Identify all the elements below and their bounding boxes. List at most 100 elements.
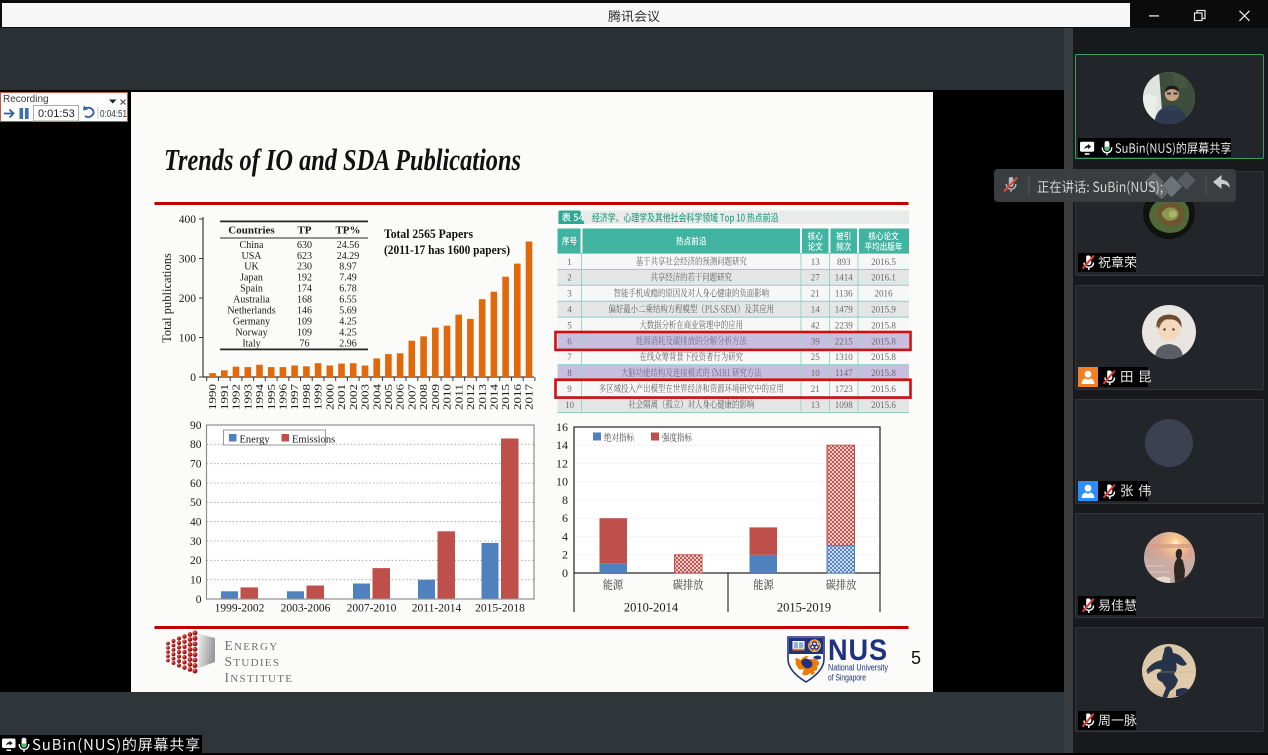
svg-text:Emissions: Emissions (292, 435, 335, 446)
svg-text:24.29: 24.29 (336, 251, 359, 262)
svg-text:10: 10 (810, 368, 820, 378)
svg-text:2010-2014: 2010-2014 (623, 601, 678, 615)
svg-text:2006: 2006 (394, 383, 406, 410)
svg-text:10: 10 (556, 475, 568, 489)
svg-text:2.96: 2.96 (339, 338, 357, 349)
svg-text:230: 230 (297, 262, 312, 273)
svg-text:1723: 1723 (834, 384, 853, 394)
svg-text:1996: 1996 (277, 383, 289, 410)
svg-text:1: 1 (567, 257, 572, 267)
svg-text:2016.5: 2016.5 (871, 257, 896, 267)
svg-text:27: 27 (810, 273, 820, 283)
svg-text:Netherlands: Netherlands (227, 306, 275, 317)
svg-text:39: 39 (810, 336, 820, 346)
svg-text:80: 80 (190, 439, 202, 451)
svg-text:UK: UK (244, 262, 259, 273)
svg-text:Energy: Energy (239, 435, 270, 446)
svg-text:2005: 2005 (383, 383, 395, 410)
svg-text:42: 42 (810, 320, 819, 330)
svg-text:630: 630 (297, 240, 312, 251)
svg-text:8: 8 (562, 493, 568, 507)
svg-text:4.25: 4.25 (339, 327, 357, 338)
svg-text:12: 12 (556, 456, 568, 470)
svg-text:1994: 1994 (254, 383, 266, 410)
svg-text:8: 8 (567, 368, 572, 378)
svg-text:2215: 2215 (834, 336, 853, 346)
svg-text:1098: 1098 (834, 400, 853, 410)
svg-text:174: 174 (297, 284, 312, 295)
svg-text:21: 21 (810, 384, 819, 394)
svg-text:1995: 1995 (265, 383, 277, 410)
svg-text:7.49: 7.49 (339, 273, 357, 284)
svg-text:1991: 1991 (218, 384, 230, 410)
svg-text:Norway: Norway (235, 327, 267, 338)
svg-text:14: 14 (556, 438, 568, 452)
svg-text:2002: 2002 (347, 384, 359, 410)
svg-text:2015.8: 2015.8 (871, 352, 896, 362)
svg-text:TP: TP (297, 225, 311, 237)
svg-text:2016.1: 2016.1 (871, 273, 896, 283)
svg-text:2: 2 (567, 273, 572, 283)
svg-text:2015.8: 2015.8 (871, 320, 896, 330)
svg-text:USA: USA (241, 251, 262, 262)
svg-text:100: 100 (178, 332, 196, 344)
svg-text:3: 3 (567, 289, 572, 299)
svg-text:50: 50 (190, 497, 202, 509)
svg-text:70: 70 (190, 458, 202, 470)
svg-text:2016: 2016 (511, 383, 523, 410)
svg-text:400: 400 (178, 214, 196, 226)
svg-text:Germany: Germany (232, 316, 269, 327)
svg-text:2015.6: 2015.6 (871, 384, 896, 394)
svg-text:Total publications: Total publications (160, 253, 174, 343)
svg-text:168: 168 (297, 295, 312, 306)
svg-text:6.78: 6.78 (339, 284, 357, 295)
svg-text:Japan: Japan (240, 273, 263, 284)
svg-text:6: 6 (562, 511, 568, 525)
svg-text:30: 30 (190, 536, 202, 548)
svg-text:1479: 1479 (834, 305, 853, 315)
svg-text:0: 0 (562, 566, 568, 580)
svg-text:ENERGY: ENERGY (224, 638, 278, 653)
svg-text:10: 10 (190, 574, 202, 586)
svg-text:4: 4 (567, 305, 572, 315)
svg-text:300: 300 (178, 253, 196, 265)
svg-text:8.97: 8.97 (339, 262, 357, 273)
svg-text:192: 192 (297, 273, 312, 284)
svg-text:24.56: 24.56 (336, 240, 359, 251)
svg-text:200: 200 (178, 293, 196, 305)
svg-text:1147: 1147 (834, 368, 852, 378)
svg-text:5: 5 (911, 648, 921, 668)
svg-text:0: 0 (195, 594, 201, 606)
svg-text:1997: 1997 (289, 383, 301, 410)
svg-text:16: 16 (556, 420, 568, 434)
svg-text:2008: 2008 (418, 383, 430, 410)
svg-text:4.25: 4.25 (339, 316, 357, 327)
svg-text:7: 7 (567, 352, 572, 362)
svg-text:1990: 1990 (207, 383, 219, 410)
svg-text:1993: 1993 (242, 383, 254, 410)
svg-text:0: 0 (190, 372, 196, 384)
svg-text:0:04:51: 0:04:51 (100, 109, 127, 120)
svg-text:1136: 1136 (834, 289, 852, 299)
svg-text:2239: 2239 (834, 320, 853, 330)
svg-text:STUDIES: STUDIES (224, 654, 280, 669)
svg-text:2014: 2014 (488, 383, 500, 410)
svg-text:0:01:53: 0:01:53 (38, 108, 75, 120)
svg-text:Australia: Australia (233, 295, 270, 306)
svg-text:2003-2006: 2003-2006 (280, 603, 330, 615)
svg-text:5.69: 5.69 (339, 306, 357, 317)
svg-text:Italy: Italy (242, 338, 260, 349)
svg-text:21: 21 (810, 289, 819, 299)
svg-text:146: 146 (297, 306, 312, 317)
svg-text:1999: 1999 (312, 383, 324, 410)
svg-text:20: 20 (190, 555, 202, 567)
svg-text:76: 76 (299, 338, 309, 349)
svg-text:623: 623 (297, 251, 312, 262)
svg-text:2004: 2004 (371, 383, 383, 410)
svg-text:2016: 2016 (874, 289, 893, 299)
svg-text:893: 893 (837, 257, 851, 267)
svg-text:China: China (239, 240, 263, 251)
svg-text:2015-2018: 2015-2018 (475, 603, 525, 615)
svg-text:5: 5 (567, 320, 572, 330)
svg-text:2010: 2010 (441, 383, 453, 410)
